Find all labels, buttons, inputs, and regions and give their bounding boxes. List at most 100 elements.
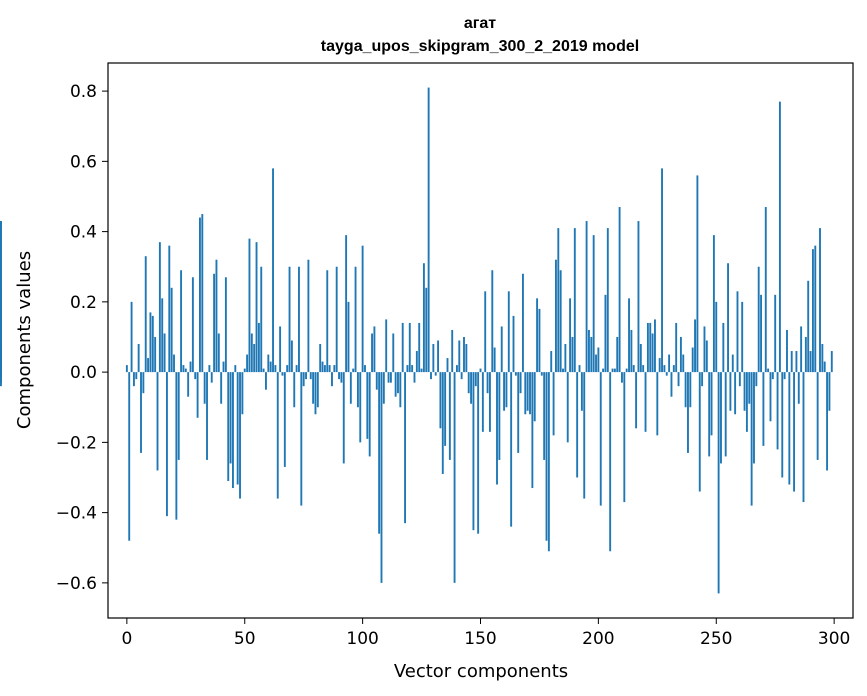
bars-group [0, 87, 833, 594]
bar [314, 372, 317, 415]
bar [366, 372, 369, 439]
bar [222, 361, 225, 373]
bar [559, 270, 562, 373]
bar [196, 372, 199, 418]
bar [354, 266, 357, 373]
bar [347, 301, 350, 373]
bar [125, 365, 128, 373]
bar [269, 361, 272, 373]
bar [710, 372, 713, 436]
bar [613, 368, 616, 373]
bar [665, 372, 668, 376]
bar [741, 301, 744, 373]
bar [441, 372, 444, 474]
bar [566, 372, 569, 443]
bar [745, 372, 748, 432]
bar [668, 354, 671, 373]
bar [474, 372, 477, 387]
bar [661, 168, 663, 373]
bar [342, 372, 345, 464]
bar [531, 372, 534, 489]
bar [389, 372, 392, 383]
bar [128, 372, 131, 541]
bar [253, 344, 256, 373]
bar [503, 372, 506, 411]
bar [213, 273, 216, 373]
bar [444, 372, 447, 446]
bar [630, 329, 633, 373]
bar [722, 322, 725, 373]
bar [208, 365, 211, 373]
bar [578, 365, 581, 373]
bar [481, 372, 484, 432]
bar [550, 351, 553, 373]
y-axis-label: Components values [14, 251, 35, 429]
bar [446, 358, 449, 373]
bar [543, 372, 546, 460]
bar [132, 372, 135, 387]
bar [597, 347, 600, 373]
bar [800, 326, 803, 373]
y-tick-label: 0.2 [70, 293, 97, 313]
bar [628, 298, 630, 373]
bar [0, 287, 2, 373]
bar [439, 372, 442, 429]
bar [333, 365, 336, 373]
bar [349, 372, 352, 404]
bar [512, 315, 515, 373]
bar [375, 372, 378, 390]
bar [248, 238, 251, 373]
bar [140, 372, 142, 453]
bar [415, 351, 418, 373]
bar [738, 372, 741, 387]
bar [646, 322, 649, 373]
bar [293, 372, 296, 408]
x-tick-label: 250 [700, 629, 732, 649]
bar [319, 344, 322, 373]
bar [764, 207, 767, 373]
bar [821, 344, 824, 373]
bar [448, 372, 451, 460]
bar [392, 333, 395, 373]
bar [149, 312, 152, 373]
bar [406, 365, 409, 373]
bar [404, 372, 406, 524]
bar [422, 263, 425, 373]
bar [340, 372, 343, 383]
bar [762, 372, 765, 446]
bar [142, 372, 145, 394]
bar [309, 372, 312, 380]
bar [604, 294, 607, 373]
bar [811, 249, 814, 373]
bar [180, 270, 183, 373]
bar [588, 329, 590, 373]
bar [524, 372, 527, 415]
bar [236, 372, 239, 485]
bar [703, 326, 706, 373]
bar [187, 372, 190, 397]
bar [592, 235, 595, 373]
x-tick-label: 200 [582, 629, 614, 649]
bar [420, 368, 423, 373]
bar [432, 344, 435, 373]
bar [326, 270, 329, 373]
x-tick-label: 150 [464, 629, 496, 649]
bar [496, 372, 498, 485]
bar [771, 372, 774, 380]
bar [477, 372, 480, 534]
bar [411, 365, 414, 373]
bar [286, 365, 289, 373]
bar [217, 333, 220, 373]
bar [748, 372, 751, 404]
bar [729, 372, 732, 411]
bar [781, 372, 784, 478]
bar [262, 368, 265, 373]
bar [632, 365, 635, 373]
bar [203, 372, 206, 404]
bar [750, 372, 753, 506]
bar [300, 372, 303, 506]
bar [491, 270, 494, 373]
bar [576, 372, 579, 478]
bar [536, 298, 539, 373]
bar [753, 372, 755, 464]
